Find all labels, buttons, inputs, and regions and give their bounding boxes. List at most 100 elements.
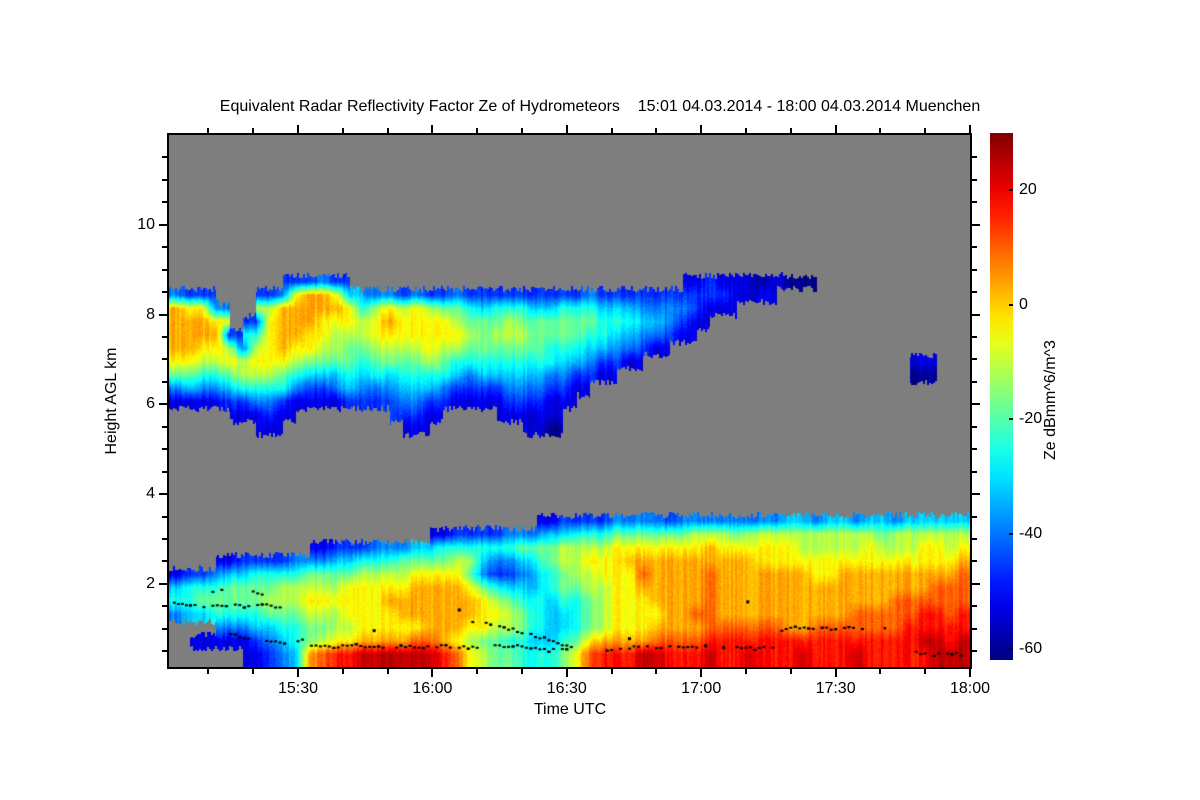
x-axis-tick-label: 16:00 (412, 680, 453, 697)
x-axis-tick (834, 125, 837, 133)
y-axis-minor-tick (972, 448, 977, 451)
y-axis-minor-tick (162, 470, 167, 473)
x-axis-minor-tick (252, 128, 255, 133)
y-axis-minor-tick (162, 246, 167, 249)
y-axis-tick (972, 582, 980, 585)
y-axis-minor-tick (162, 538, 167, 541)
y-axis-tick-label: 8 (146, 305, 155, 323)
y-axis-minor-tick (972, 246, 977, 249)
x-axis-tick (700, 669, 703, 677)
x-axis-minor-tick (655, 128, 658, 133)
x-axis-minor-tick (745, 669, 747, 674)
y-axis-minor-tick (972, 515, 977, 518)
x-axis-minor-tick (341, 669, 344, 674)
x-axis-minor-tick (521, 128, 523, 133)
x-axis-tick (431, 669, 434, 677)
x-axis-tick-label: 17:30 (815, 680, 856, 697)
colorbar-tick (1009, 189, 1013, 192)
x-axis-tick-label: 17:00 (681, 680, 722, 697)
y-axis-minor-tick (972, 627, 977, 630)
y-axis-minor-tick (162, 560, 167, 563)
colorbar-tick (1009, 532, 1013, 535)
y-axis-minor-tick (972, 538, 977, 541)
x-axis-tick (700, 125, 703, 133)
colorbar-tick (1009, 303, 1013, 306)
colorbar-tick (1009, 647, 1013, 650)
y-axis-minor-tick (972, 650, 977, 653)
y-axis-tick (972, 403, 980, 406)
x-axis-tick (431, 125, 434, 133)
x-axis-minor-tick (521, 669, 523, 674)
x-axis-minor-tick (476, 128, 479, 133)
y-axis-minor-tick (162, 448, 167, 451)
y-axis-tick (972, 223, 980, 226)
colorbar-tick-label: 0 (1019, 295, 1028, 313)
y-axis-minor-tick (972, 358, 977, 361)
y-axis-minor-tick (162, 380, 167, 383)
y-axis-tick (159, 313, 167, 316)
y-axis-tick (972, 493, 980, 496)
x-axis-tick (297, 125, 300, 133)
y-axis-tick-label: 2 (146, 574, 155, 592)
y-axis-tick (159, 582, 167, 585)
x-axis-title: Time UTC (533, 701, 607, 718)
x-axis-minor-tick (207, 669, 210, 674)
x-axis-minor-tick (789, 669, 792, 674)
y-axis-minor-tick (972, 336, 977, 339)
y-axis-minor-tick (162, 627, 167, 630)
x-axis-tick-label: 15:30 (277, 680, 319, 697)
x-axis-minor-tick (207, 128, 210, 133)
y-axis-minor-tick (972, 560, 977, 563)
x-axis-minor-tick (879, 128, 882, 133)
x-axis-minor-tick (386, 669, 389, 674)
x-axis-minor-tick (386, 128, 389, 133)
x-axis-tick-label: 18:00 (949, 680, 991, 697)
y-axis-tick (159, 223, 167, 226)
x-axis-tick (969, 669, 971, 677)
x-axis-minor-tick (924, 669, 927, 674)
y-axis-minor-tick (972, 268, 977, 271)
y-axis-minor-tick (162, 156, 167, 159)
colorbar-tick-label: 20 (1019, 181, 1037, 199)
x-axis-minor-tick (655, 669, 658, 674)
y-axis-tick-label: 10 (137, 215, 155, 233)
y-axis-minor-tick (162, 336, 167, 339)
y-axis-title: Height AGL km (103, 347, 120, 455)
y-axis-tick (159, 493, 167, 496)
heatmap-canvas (169, 135, 970, 667)
x-axis-minor-tick (924, 128, 927, 133)
y-axis-tick (159, 403, 167, 406)
y-axis-minor-tick (162, 178, 167, 181)
x-axis-minor-tick (341, 128, 344, 133)
x-axis-tick (565, 669, 568, 677)
x-axis-minor-tick (879, 669, 882, 674)
y-axis-minor-tick (162, 291, 167, 294)
y-axis-minor-tick (972, 291, 977, 294)
y-axis-minor-tick (162, 605, 167, 608)
y-axis-tick-label: 4 (146, 485, 155, 503)
colorbar-tick-label: -20 (1019, 410, 1043, 428)
colorbar-gradient (990, 133, 1013, 660)
colorbar-tick-label: -40 (1019, 524, 1043, 542)
y-axis-minor-tick (972, 178, 977, 181)
y-axis-minor-tick (162, 201, 167, 204)
y-axis-minor-tick (972, 380, 977, 383)
colorbar-tick (1009, 418, 1013, 421)
y-axis-minor-tick (972, 156, 977, 159)
y-axis-minor-tick (162, 515, 167, 518)
x-axis-minor-tick (476, 669, 479, 674)
x-axis-minor-tick (789, 128, 792, 133)
y-axis-minor-tick (972, 425, 977, 428)
x-axis-minor-tick (610, 128, 613, 133)
colorbar-tick-label: -60 (1019, 639, 1043, 657)
x-axis-tick (969, 125, 971, 133)
y-axis-tick (972, 313, 980, 316)
y-axis-minor-tick (162, 650, 167, 653)
x-axis-tick (834, 669, 837, 677)
y-axis-minor-tick (162, 268, 167, 271)
y-axis-minor-tick (972, 470, 977, 473)
y-axis-minor-tick (162, 358, 167, 361)
y-axis-minor-tick (972, 201, 977, 204)
x-axis-tick-label: 16:30 (546, 680, 587, 697)
